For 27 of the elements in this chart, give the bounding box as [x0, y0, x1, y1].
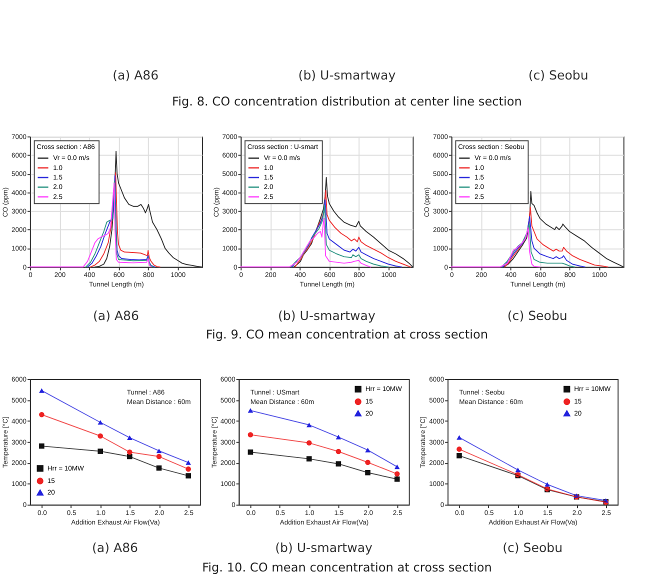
line-series [29, 182, 152, 268]
text: (a) A86 [92, 308, 140, 324]
point [39, 388, 44, 393]
line-series [502, 216, 586, 268]
text: Fig. 9. CO mean concentration at cross section [206, 327, 488, 342]
point [394, 476, 400, 482]
point [186, 460, 191, 465]
point [456, 435, 462, 440]
line-series [290, 204, 389, 268]
text: (c) Seobu [507, 308, 568, 324]
line-series [294, 190, 411, 268]
text: (c) Seobu [502, 540, 563, 556]
line-series [501, 224, 576, 268]
point [456, 453, 462, 458]
text: (b) U-smartway [298, 67, 396, 82]
text: (c) Seobu [528, 67, 588, 82]
line-series [240, 218, 372, 268]
text: Fig. 8. CO concentration distribution at center line section [172, 94, 522, 109]
text: (b) U-smartway [278, 308, 376, 324]
line-series [450, 227, 540, 268]
point [186, 473, 191, 478]
line-series [504, 206, 608, 268]
text: Fig. 10. CO mean concentration at cross section [202, 560, 492, 574]
text: (a) A86 [112, 67, 159, 82]
text: (b) U-smartway [275, 540, 374, 556]
text: (a) A86 [92, 540, 138, 556]
line-series [292, 199, 402, 268]
